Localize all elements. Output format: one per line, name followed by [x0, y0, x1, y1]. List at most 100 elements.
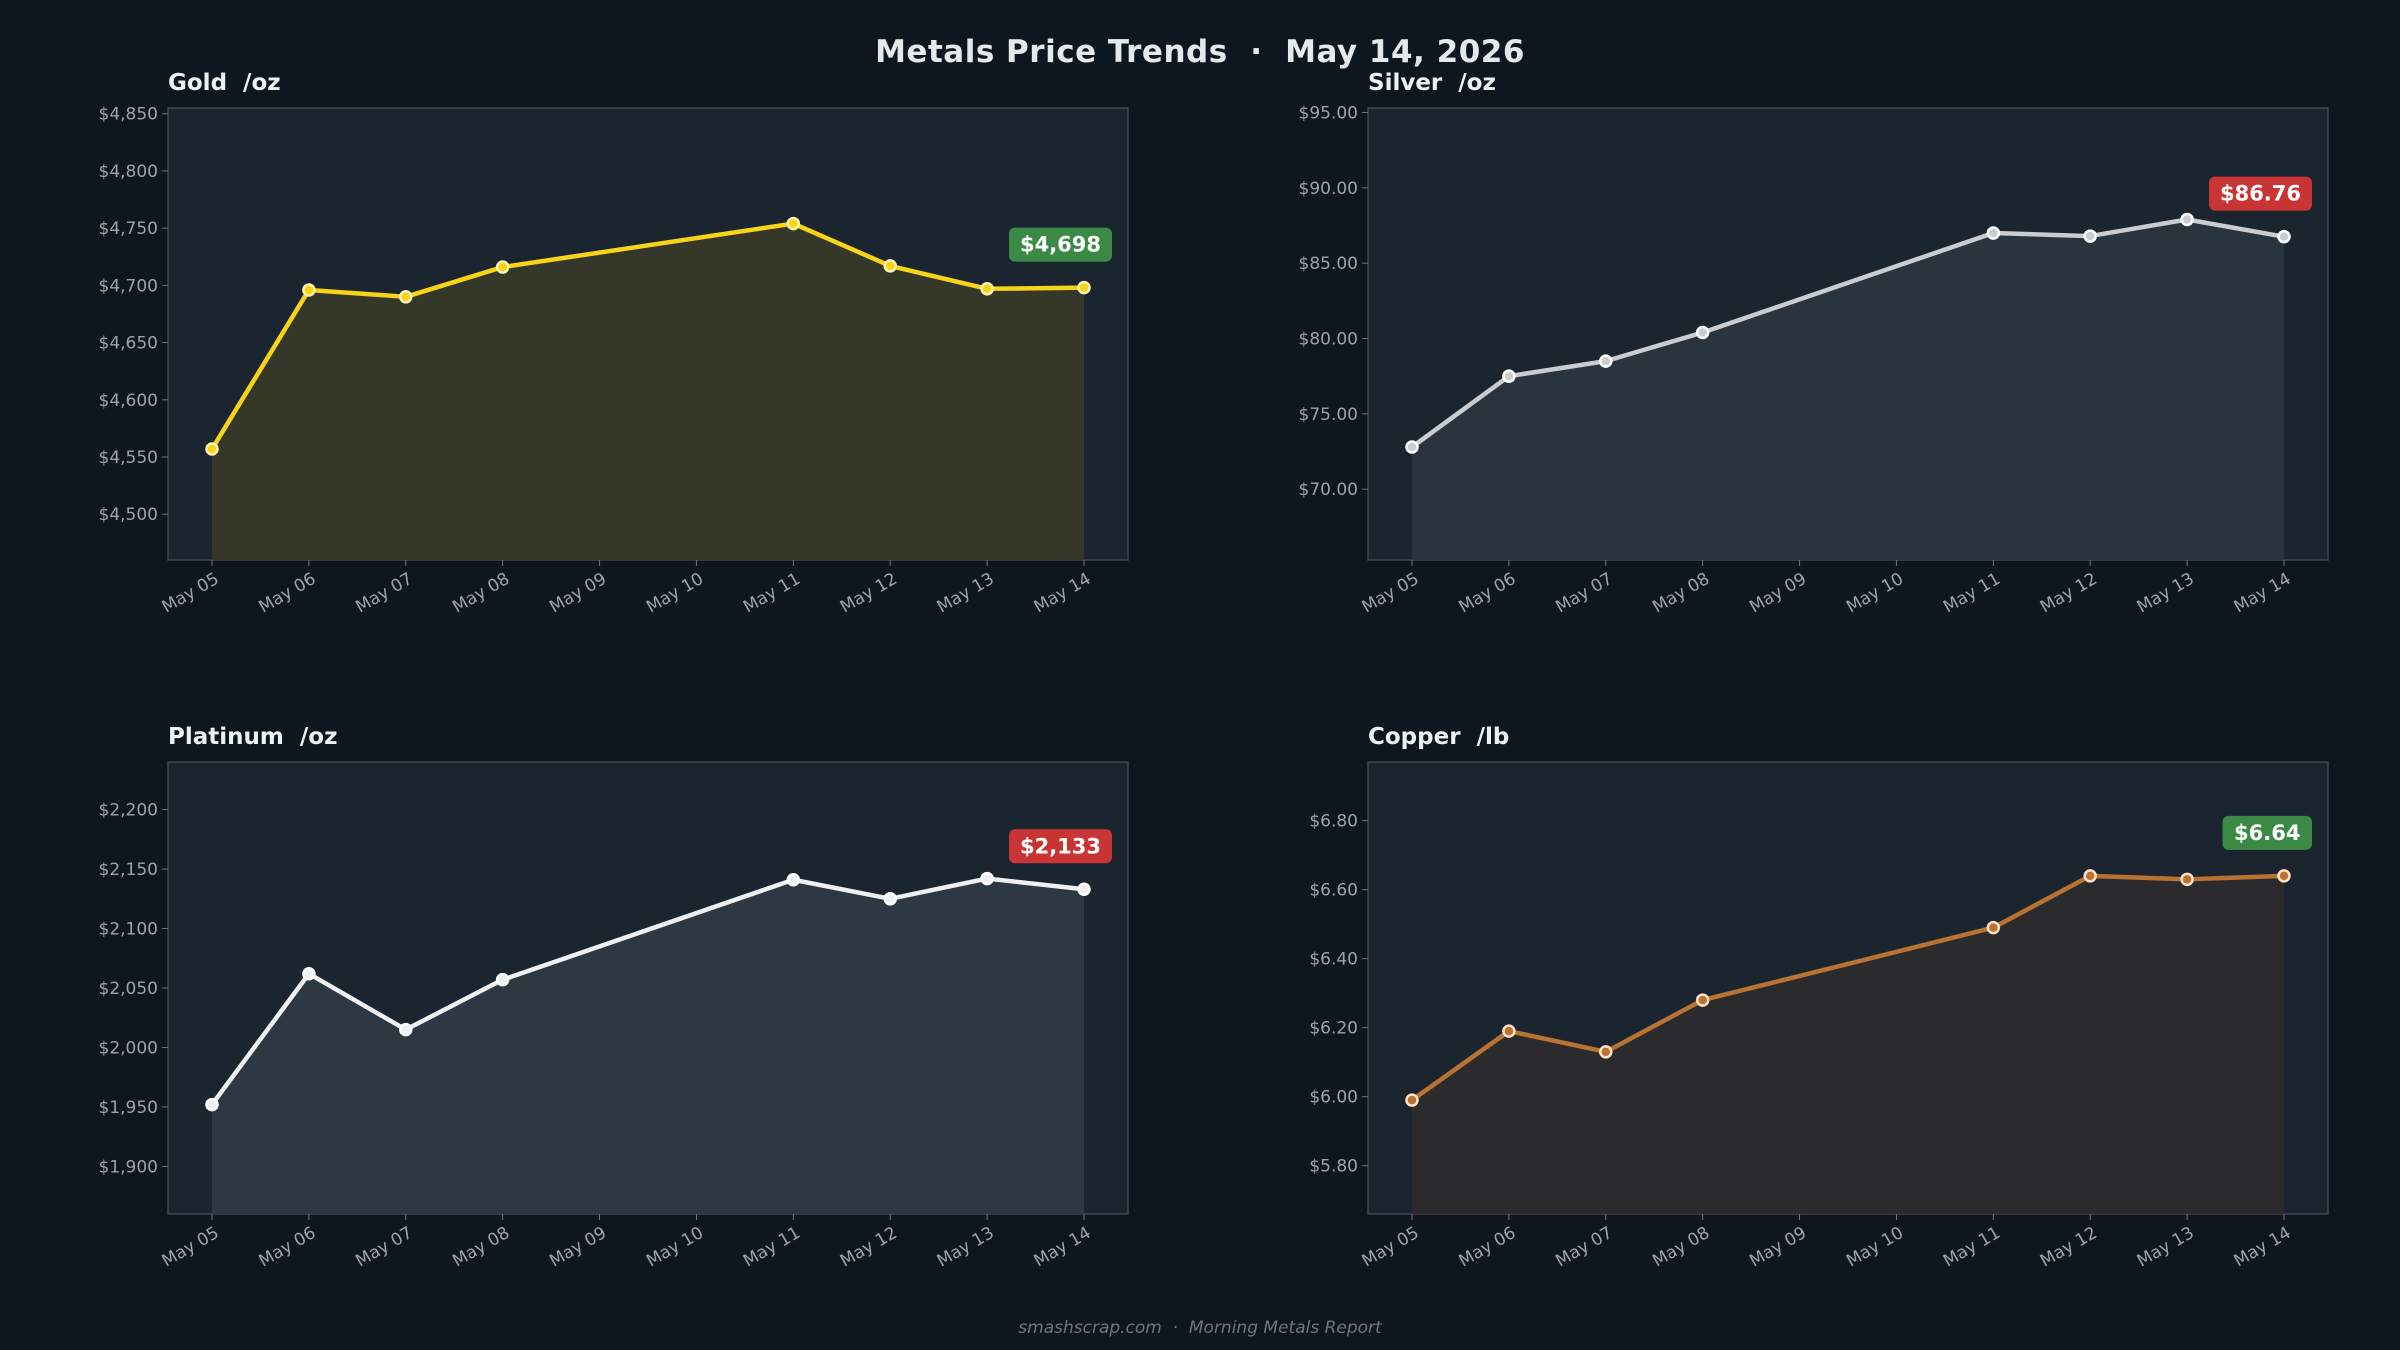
gold-ytick-label: $4,500 [99, 505, 158, 525]
silver-xtick-label: May 12 [2037, 569, 2101, 617]
gold-xtick-label: May 14 [1031, 569, 1095, 617]
silver-ytick-label: $70.00 [1299, 480, 1358, 500]
copper-xtick-label: May 09 [1746, 1223, 1810, 1271]
gold-data-point [786, 216, 801, 231]
platinum-data-point [495, 972, 510, 987]
platinum-ytick-label: $1,950 [99, 1098, 158, 1118]
silver-area-fill [1412, 219, 2284, 560]
platinum-xtick-label: May 12 [837, 1223, 901, 1271]
copper-data-point [2277, 869, 2291, 883]
gold-ytick-label: $4,800 [99, 162, 158, 182]
copper-data-point [1502, 1024, 1516, 1038]
footer-credit: smashscrap.com · Morning Metals Report [1018, 1318, 1382, 1338]
gold-chart: Gold /oz $4,500 $4,550 $4,600 $4,650 $4,700 $4… [99, 70, 1129, 617]
copper-chart: Copper /lb $5.80 $6.00 $6.20 $6.40 $6.60 $6.80… [1309, 724, 2329, 1271]
platinum-xtick-label: May 09 [546, 1223, 610, 1271]
gold-data-point [883, 259, 897, 273]
copper-xtick-label: May 06 [1456, 1223, 1520, 1271]
copper-series-line [1409, 873, 2287, 1103]
gold-ytick-label: $4,550 [99, 448, 158, 468]
silver-xtick-label: May 08 [1649, 569, 1713, 617]
silver-data-point [1502, 369, 1516, 383]
copper-chart-title: Copper /lb [1368, 724, 1509, 750]
copper-xtick-label: May 07 [1552, 1223, 1616, 1271]
copper-xtick-label: May 08 [1649, 1223, 1713, 1271]
silver-data-point [2083, 229, 2097, 243]
gold-data-point [205, 442, 219, 456]
platinum-xtick-label: May 07 [352, 1223, 416, 1271]
platinum-data-point [1077, 882, 1091, 897]
gold-data-point [1077, 280, 1091, 295]
platinum-ytick-label: $2,100 [99, 920, 158, 940]
silver-data-point [2277, 229, 2291, 244]
copper-data-point [2083, 869, 2097, 883]
gold-xtick-label: May 06 [256, 569, 320, 617]
platinum-ytick-label: $2,050 [99, 979, 158, 999]
copper-data-point [1986, 920, 2001, 935]
gold-data-point [399, 290, 413, 304]
silver-price-badge [2209, 176, 2312, 211]
copper-ytick-label: $6.40 [1309, 950, 1358, 970]
copper-data-point [1695, 993, 1710, 1007]
platinum-data-point [980, 871, 994, 886]
platinum-data-point [883, 892, 897, 906]
copper-data-point [1405, 1093, 1419, 1107]
gold-data-point [302, 283, 316, 297]
gold-series-line [209, 221, 1087, 452]
copper-ytick-label: $6.00 [1309, 1088, 1358, 1108]
silver-xtick-label: May 10 [1843, 569, 1907, 617]
gold-xtick-label: May 08 [449, 569, 513, 617]
platinum-series-line [209, 876, 1087, 1107]
silver-ytick-label: $75.00 [1299, 405, 1358, 425]
gold-ytick-label: $4,600 [99, 391, 158, 411]
copper-ytick-label: $6.20 [1309, 1019, 1358, 1039]
gold-chart-title: Gold /oz [168, 70, 281, 96]
copper-xtick-label: May 10 [1843, 1223, 1907, 1271]
gold-xtick-label: May 12 [837, 569, 901, 617]
platinum-ytick-label: $1,900 [99, 1157, 158, 1177]
gold-area-fill [212, 223, 1084, 560]
copper-ytick-label: $6.60 [1309, 881, 1358, 901]
platinum-ytick-label: $2,000 [99, 1038, 158, 1058]
copper-xtick-label: May 13 [2134, 1223, 2198, 1271]
silver-data-point [1599, 354, 1613, 368]
silver-xtick-label: May 13 [2134, 569, 2198, 617]
gold-price-badge-text: $4,698 [1020, 233, 1101, 257]
silver-ytick-label: $80.00 [1299, 330, 1358, 350]
silver-xtick-label: May 11 [1940, 569, 2004, 617]
platinum-data-point [786, 873, 801, 887]
silver-xtick-label: May 07 [1552, 569, 1616, 617]
platinum-xtick-label: May 10 [643, 1223, 707, 1271]
copper-data-point [2180, 872, 2194, 887]
gold-xtick-label: May 05 [159, 569, 223, 617]
platinum-xtick-label: May 08 [449, 1223, 513, 1271]
copper-xtick-label: May 11 [1940, 1223, 2004, 1271]
copper-price-badge [2222, 815, 2312, 850]
platinum-price-badge [1009, 829, 1112, 864]
copper-price-badge-text: $6.64 [2234, 821, 2300, 845]
silver-ytick-label: $85.00 [1299, 254, 1358, 274]
silver-series-line [1409, 217, 2287, 450]
gold-xtick-label: May 07 [352, 569, 416, 617]
gold-xtick-label: May 09 [546, 569, 610, 617]
copper-data-point [1599, 1045, 1613, 1059]
copper-ytick-label: $6.80 [1309, 812, 1358, 832]
page-title: Metals Price Trends · May 14, 2026 [875, 34, 1525, 70]
copper-xtick-label: May 14 [2231, 1223, 2295, 1271]
gold-xtick-label: May 11 [740, 569, 804, 617]
silver-chart: Silver /oz $70.00 $75.00 $80.00 $85.00 $90.00… [1299, 70, 2329, 617]
platinum-ytick-label: $2,200 [99, 801, 158, 821]
copper-ytick-label: $5.80 [1309, 1157, 1358, 1177]
platinum-ytick-label: $2,150 [99, 860, 158, 880]
silver-data-point [1405, 440, 1419, 454]
gold-data-point [980, 282, 994, 296]
platinum-xtick-label: May 13 [934, 1223, 998, 1271]
copper-area-fill [1412, 875, 2284, 1214]
platinum-data-point [302, 966, 316, 981]
gold-ytick-label: $4,700 [99, 276, 158, 296]
platinum-xtick-label: May 05 [159, 1223, 223, 1271]
silver-ytick-label: $95.00 [1299, 104, 1358, 124]
platinum-xtick-label: May 11 [740, 1223, 804, 1271]
gold-data-point [495, 260, 510, 274]
